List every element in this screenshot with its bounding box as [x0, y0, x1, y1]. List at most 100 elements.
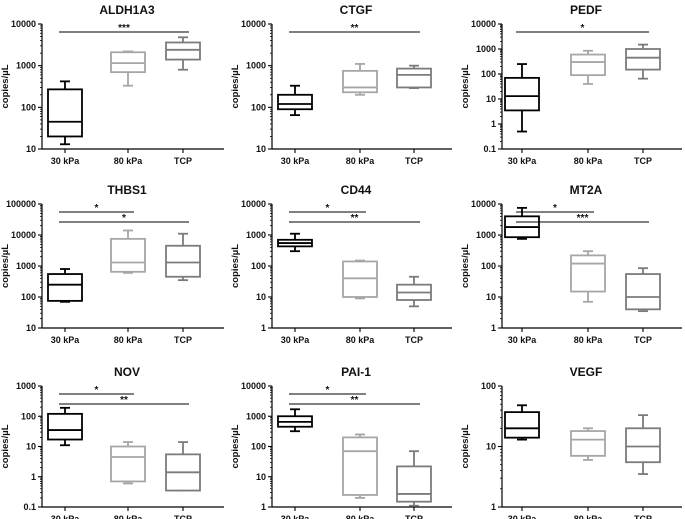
panel-nov: NOV 0.1 1 10 100 1000 copies/µL 30 kPa 80 kPa TCP… [0, 365, 224, 519]
x-tick-label: 30 kPa [508, 514, 538, 519]
y-tick-label: 10 [26, 144, 36, 154]
x-tick-label: TCP [174, 514, 192, 519]
y-axis-label: copies/µL [230, 424, 241, 468]
x-tick-label: 80 kPa [114, 335, 144, 345]
y-tick-label: 1 [491, 502, 496, 512]
box-80-kpa [570, 250, 606, 303]
y-tick-label: 100000 [6, 199, 36, 209]
panel-title: CD44 [341, 183, 372, 197]
y-tick-label: 10 [26, 442, 36, 452]
y-tick-label: 1000 [476, 44, 496, 54]
y-tick-label: 10 [486, 94, 496, 104]
x-tick-label: TCP [634, 335, 652, 345]
y-tick-label: 10000 [241, 381, 266, 391]
x-tick-label: 80 kPa [346, 156, 376, 166]
significance-label: ** [351, 213, 359, 224]
x-tick-label: 30 kPa [508, 335, 538, 345]
x-tick-label: 80 kPa [346, 335, 376, 345]
significance-label: * [581, 23, 585, 34]
box-iqr [277, 93, 313, 111]
significance-label: * [95, 203, 99, 214]
box-tcp [625, 43, 661, 80]
panel-title: VEGF [570, 365, 603, 379]
y-tick-label: 10 [486, 442, 496, 452]
panel-title: MT2A [570, 183, 603, 197]
panel-title: THBS1 [107, 183, 147, 197]
y-axis-label: copies/µL [460, 424, 471, 468]
x-tick-label: TCP [405, 156, 423, 166]
x-tick-label: 30 kPa [281, 156, 311, 166]
y-tick-label: 1000 [246, 230, 266, 240]
y-tick-label: 1 [31, 472, 36, 482]
box-30-kpa [277, 84, 313, 117]
x-tick-label: TCP [634, 156, 652, 166]
box-tcp [165, 441, 201, 492]
box-tcp [625, 267, 661, 313]
box-iqr [47, 412, 83, 441]
box-iqr [110, 237, 146, 273]
panel-title: ALDH1A3 [99, 3, 155, 17]
box-iqr [165, 244, 201, 278]
panel-ctgf: CTGF 10 100 1000 10000 copies/µL 30 kPa 80 kPa T… [230, 3, 452, 166]
y-axis-label: copies/µL [230, 64, 241, 108]
y-tick-label: 0.1 [483, 144, 496, 154]
y-tick-label: 1000 [476, 230, 496, 240]
box-iqr [570, 254, 606, 293]
y-axis-label: copies/µL [460, 244, 471, 288]
box-80-kpa [110, 441, 146, 485]
x-tick-label: 80 kPa [574, 514, 604, 519]
y-tick-label: 1000 [246, 61, 266, 71]
y-tick-label: 1000 [16, 261, 36, 271]
box-80-kpa [570, 49, 606, 85]
significance-label: ** [120, 395, 128, 406]
box-tcp [165, 232, 201, 282]
box-30-kpa [47, 80, 83, 146]
x-tick-label: TCP [405, 335, 423, 345]
y-tick-label: 1000 [16, 381, 36, 391]
box-iqr [625, 273, 661, 311]
y-axis-label: copies/µL [0, 64, 11, 108]
box-30-kpa [504, 404, 540, 441]
box-iqr [570, 53, 606, 77]
y-tick-label: 10000 [471, 199, 496, 209]
y-axis-label: copies/µL [230, 244, 241, 288]
y-tick-label: 100 [251, 442, 266, 452]
y-tick-label: 100 [251, 261, 266, 271]
panel-title: PEDF [570, 3, 602, 17]
x-tick-label: 80 kPa [346, 514, 376, 519]
significance-label: * [326, 203, 330, 214]
y-axis-label: copies/µL [0, 424, 11, 468]
significance-label: * [326, 385, 330, 396]
y-tick-label: 10000 [11, 19, 36, 29]
box-30-kpa [47, 406, 83, 447]
y-axis-label: copies/µL [0, 244, 11, 288]
x-tick-label: TCP [405, 514, 423, 519]
box-tcp [396, 275, 432, 308]
panel-title: NOV [114, 365, 140, 379]
box-tcp [396, 64, 432, 89]
x-tick-label: 30 kPa [51, 514, 81, 519]
box-iqr [504, 411, 540, 439]
panel-aldh1a3: ALDH1A3 10 100 1000 10000 copies/µL 30 kPa 80 k… [0, 3, 224, 166]
box-tcp [396, 450, 432, 507]
box-30-kpa [47, 268, 83, 303]
box-iqr [342, 69, 378, 94]
box-80-kpa [110, 229, 146, 274]
box-80-kpa [570, 427, 606, 461]
significance-label: ** [351, 395, 359, 406]
x-tick-label: 80 kPa [574, 335, 604, 345]
box-30-kpa [504, 63, 540, 133]
box-iqr [47, 273, 83, 302]
box-30-kpa [277, 232, 313, 253]
box-30-kpa [277, 408, 313, 433]
y-tick-label: 1 [261, 323, 266, 333]
x-tick-label: TCP [174, 335, 192, 345]
panel-thbs1: THBS1 10 100 1000 10000 100000 copies/µL 30 kPa… [0, 183, 224, 345]
y-tick-label: 1 [261, 502, 266, 512]
box-iqr [570, 430, 606, 457]
y-tick-label: 1000 [16, 61, 36, 71]
panel-vegf: VEGF 1 10 100 copies/µL 30 kPa 80 kPa TCP [460, 365, 682, 519]
box-80-kpa [342, 433, 378, 499]
significance-label: *** [118, 23, 130, 34]
